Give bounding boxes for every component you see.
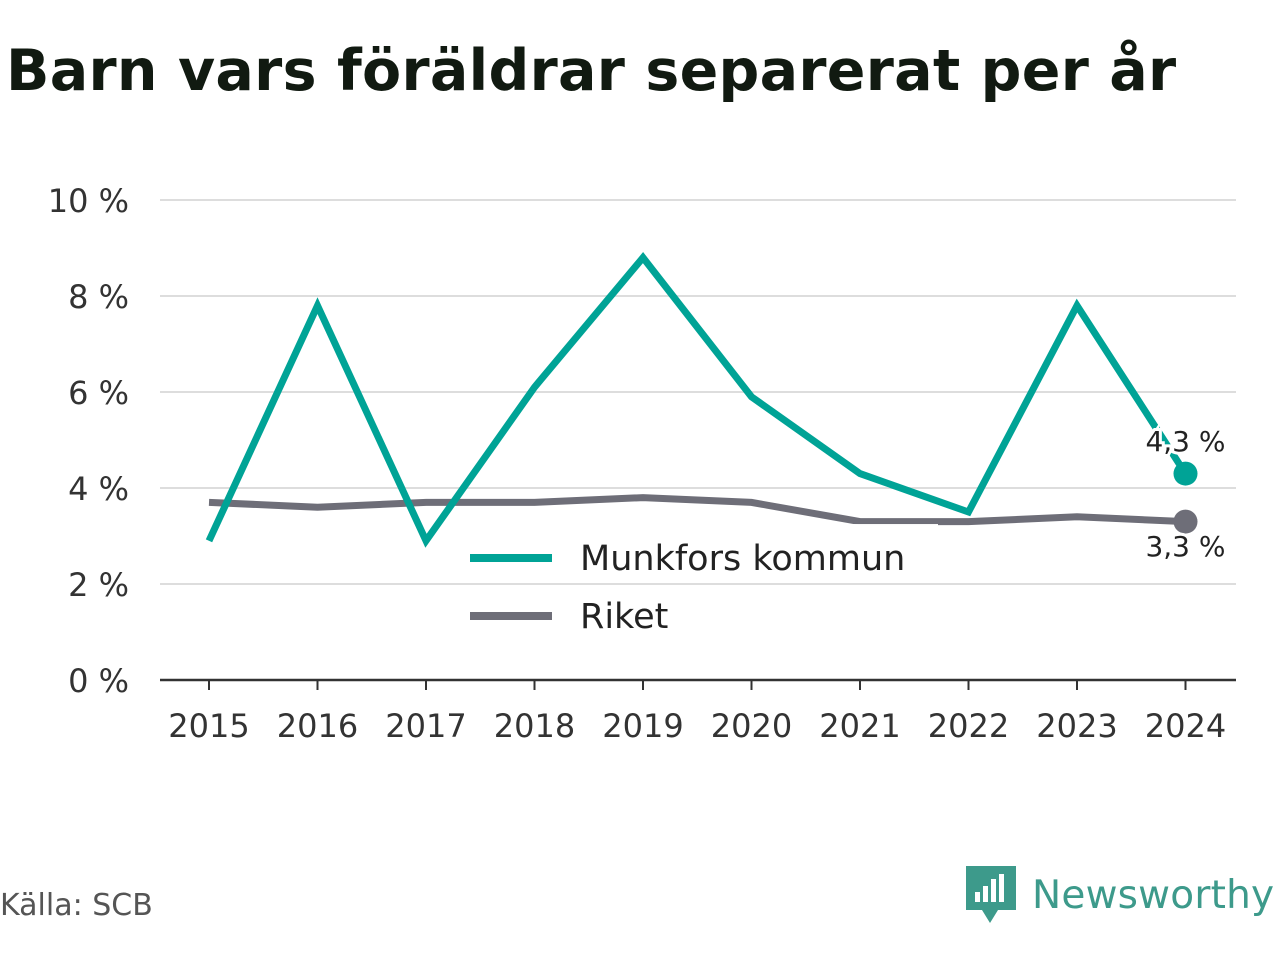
y-tick-label: 8 % [68,278,129,316]
x-tick-label: 2017 [385,707,466,745]
legend-label: Munkfors kommun [580,539,905,579]
y-tick-label: 4 % [68,470,129,508]
x-tick-label: 2018 [494,707,575,745]
legend-label: Riket [580,597,668,637]
series-line-riket [208,494,1186,526]
series-line-munkfors [205,252,1189,548]
brand-name: Newsworthy [1032,872,1275,918]
x-tick-label: 2020 [711,707,792,745]
legend-background [456,524,938,582]
series-end-point [1173,461,1198,486]
y-tick-label: 2 % [68,566,129,604]
source-label: Källa: SCB [0,888,153,923]
x-tick-label: 2021 [819,707,900,745]
page-title: Barn vars föräldrar separerat per år [6,38,1177,104]
end-value-label-riket: 3,3 % [1145,530,1225,563]
end-value-label-munkfors: 4,3 % [1145,425,1225,458]
x-tick-label: 2023 [1036,707,1117,745]
y-tick-label: 0 % [68,662,129,700]
x-tick-label: 2016 [277,707,358,745]
newsworthy-logo-icon [966,866,1016,923]
x-tick-label: 2024 [1145,707,1226,745]
x-tick-label: 2022 [928,707,1009,745]
x-tick-label: 2015 [168,707,249,745]
brand-logo[interactable]: Newsworthy [966,866,1274,924]
y-tick-label: 10 % [48,182,129,220]
y-tick-label: 6 % [68,374,129,412]
series-end-point [1173,509,1198,534]
x-tick-label: 2019 [602,707,683,745]
